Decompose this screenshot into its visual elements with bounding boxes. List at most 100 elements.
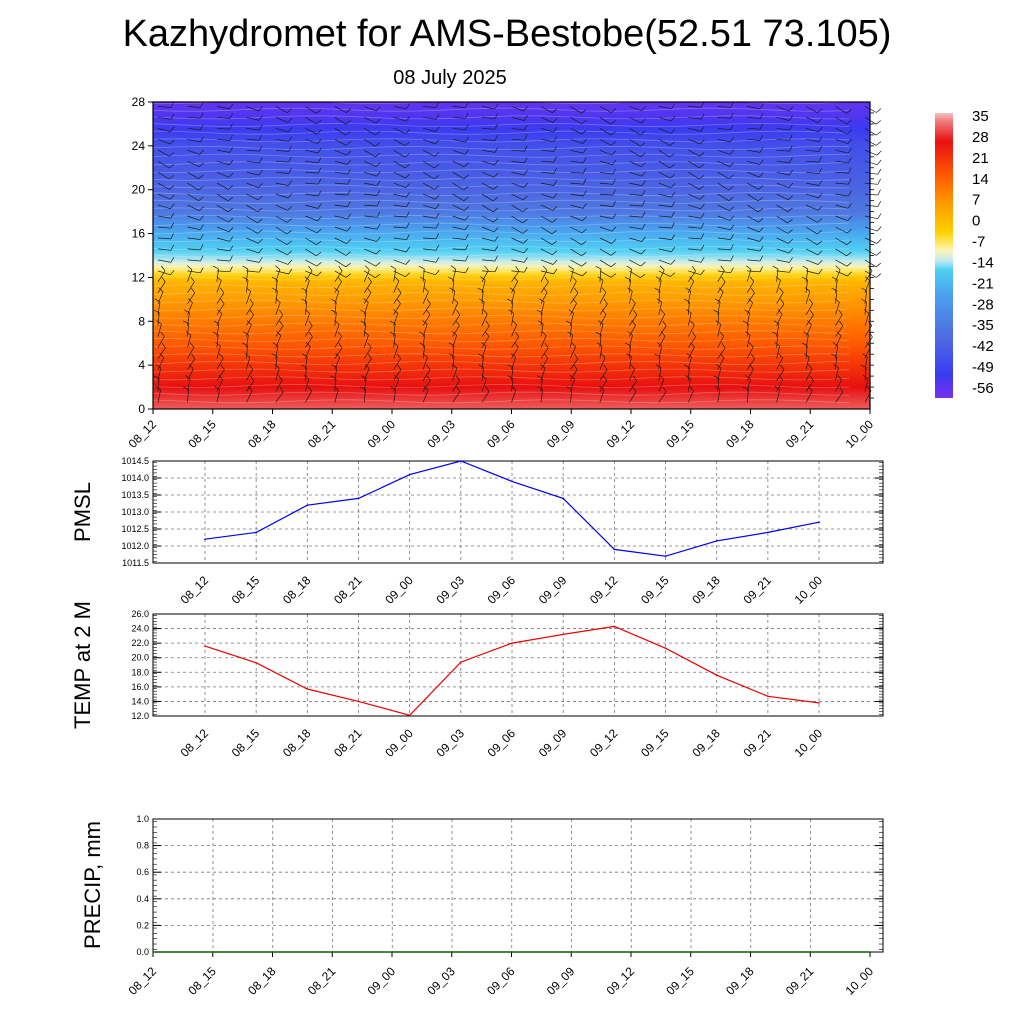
wind-barb bbox=[688, 182, 700, 190]
wind-barb-flag bbox=[749, 276, 755, 282]
wind-barb bbox=[452, 356, 455, 370]
wind-barb-flag bbox=[573, 364, 578, 370]
wind-barb bbox=[275, 356, 278, 370]
wind-barb bbox=[187, 182, 199, 191]
wind-barb-flag bbox=[728, 174, 734, 179]
wind-barb-flag bbox=[434, 194, 440, 200]
wind-barb-flag bbox=[574, 287, 579, 294]
wind-barb bbox=[599, 171, 613, 175]
wind-barb bbox=[599, 226, 613, 232]
wind-barb bbox=[717, 171, 730, 180]
wind-barb bbox=[746, 368, 754, 381]
wind-barb-flag bbox=[288, 136, 292, 142]
wind-barb bbox=[776, 292, 784, 304]
wind-barb bbox=[599, 106, 612, 113]
data-point bbox=[408, 714, 411, 717]
wind-barb bbox=[835, 248, 847, 257]
wind-barb-flag bbox=[543, 353, 549, 359]
wind-barb-flag bbox=[848, 190, 852, 197]
wind-barb-flag bbox=[170, 244, 175, 251]
wind-barb-flag bbox=[789, 257, 793, 263]
wind-barb-flag bbox=[640, 142, 646, 147]
wind-barb bbox=[540, 204, 553, 211]
wind-barb-flag bbox=[522, 207, 528, 212]
wind-barb-flag bbox=[758, 172, 764, 178]
wind-barb-flag bbox=[582, 147, 587, 154]
wind-barb bbox=[304, 313, 310, 326]
wind-barb-flag bbox=[730, 112, 734, 119]
wind-barb bbox=[422, 138, 436, 145]
data-point bbox=[715, 674, 718, 676]
wind-barb bbox=[540, 335, 547, 348]
wind-barb-flag bbox=[463, 174, 469, 179]
wind-barb bbox=[864, 193, 879, 196]
wind-barb bbox=[688, 259, 702, 263]
contour-line bbox=[152, 399, 850, 404]
wind-barb bbox=[304, 290, 308, 304]
x-tick-label: 09_21 bbox=[783, 964, 817, 998]
wind-barb-flag bbox=[669, 153, 675, 158]
wind-barb-flag bbox=[611, 141, 617, 146]
wind-barb bbox=[658, 367, 662, 381]
wind-barb-flag bbox=[748, 342, 754, 348]
wind-barb-flag bbox=[876, 141, 882, 146]
wind-barb-flag bbox=[757, 197, 764, 202]
wind-barb bbox=[305, 182, 319, 185]
wind-barb bbox=[599, 248, 612, 256]
wind-barb bbox=[363, 281, 372, 293]
contour-line bbox=[152, 153, 850, 158]
wind-barb bbox=[187, 292, 195, 304]
wind-barb-flag bbox=[670, 116, 676, 122]
wind-barb bbox=[599, 314, 607, 326]
wind-barb bbox=[393, 369, 402, 381]
wind-barb-flag bbox=[574, 353, 578, 359]
wind-barb bbox=[275, 259, 289, 265]
wind-barb-flag bbox=[435, 113, 440, 120]
wind-barb bbox=[157, 357, 165, 370]
wind-barb-flag bbox=[700, 257, 705, 263]
wind-barb bbox=[658, 248, 672, 253]
wind-barb bbox=[687, 367, 690, 381]
wind-barb bbox=[747, 116, 761, 120]
wind-barb-flag bbox=[641, 106, 646, 112]
wind-barb-flag bbox=[721, 276, 726, 283]
wind-barb bbox=[805, 204, 819, 211]
wind-barb-flag bbox=[612, 213, 617, 219]
wind-barb bbox=[864, 160, 878, 166]
wind-barb bbox=[599, 117, 612, 125]
wind-barb bbox=[187, 323, 190, 337]
wind-barb-flag bbox=[214, 386, 220, 390]
wind-barb-flag bbox=[524, 124, 528, 131]
contour-line bbox=[152, 245, 850, 250]
wind-barb bbox=[452, 215, 466, 221]
wind-barb bbox=[334, 237, 347, 244]
wind-barb bbox=[511, 215, 523, 224]
x-tick-label: 08_21 bbox=[305, 964, 339, 998]
wind-barb bbox=[393, 182, 406, 189]
wind-barb bbox=[805, 356, 810, 370]
wind-barb bbox=[275, 160, 289, 163]
wind-barb bbox=[687, 378, 691, 392]
wind-barb-flag bbox=[229, 159, 234, 166]
wind-barb bbox=[304, 356, 308, 370]
wind-barb bbox=[423, 127, 436, 132]
wind-barb bbox=[481, 106, 495, 110]
wind-barb bbox=[747, 138, 761, 141]
x-tick-label: 08_18 bbox=[245, 417, 279, 451]
data-point bbox=[255, 662, 257, 664]
wind-barb bbox=[481, 301, 485, 315]
wind-barb bbox=[216, 334, 219, 348]
wind-barb-flag bbox=[390, 265, 397, 270]
x-tick-label: 09_00 bbox=[365, 417, 399, 451]
wind-barb bbox=[599, 280, 604, 293]
wind-barb-flag bbox=[220, 287, 225, 294]
data-point bbox=[664, 555, 667, 557]
wind-barb-flag bbox=[626, 265, 632, 270]
wind-barb-flag bbox=[426, 298, 431, 305]
wind-barb-flag bbox=[433, 164, 440, 169]
wind-barb bbox=[216, 280, 222, 293]
wind-barb bbox=[216, 248, 230, 252]
wind-barb-flag bbox=[492, 207, 499, 213]
x-tick-label: 08_21 bbox=[331, 573, 365, 607]
wind-barb bbox=[511, 193, 524, 201]
